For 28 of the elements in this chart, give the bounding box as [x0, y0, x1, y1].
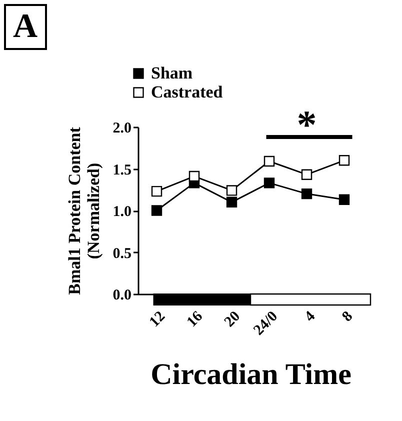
point	[226, 196, 238, 208]
point	[226, 185, 238, 196]
point	[264, 178, 275, 188]
x-tick-label: 4	[302, 308, 319, 326]
point	[301, 188, 312, 200]
y-tick-label: 1.0	[112, 204, 132, 220]
point	[264, 156, 275, 167]
annotation: *	[296, 102, 317, 147]
point	[301, 169, 312, 180]
point	[338, 194, 350, 205]
x-tick-label: 16	[184, 308, 206, 330]
point	[338, 155, 350, 166]
panel-label-box: A	[4, 4, 47, 50]
y-axis-title: Bmal1 Protein Content (Normalized)	[64, 126, 103, 295]
y-tick-label: 2.0	[112, 120, 132, 136]
x-tick-label: 8	[339, 308, 356, 326]
x-tick-label: 24/0	[250, 308, 282, 339]
y-tick-label: 1.5	[112, 162, 132, 178]
legend-label: Sham	[151, 64, 193, 82]
point	[151, 186, 162, 197]
point	[151, 205, 162, 216]
x-tick-label: 20	[222, 308, 244, 330]
x-tick-label: 12	[146, 308, 169, 330]
point	[188, 170, 200, 182]
x-axis-title: Circadian Time	[150, 358, 352, 391]
y-tick-label: 0.0	[112, 288, 132, 304]
legend-label: Castrated	[151, 82, 224, 102]
y-tick-label: 0.5	[112, 246, 132, 262]
